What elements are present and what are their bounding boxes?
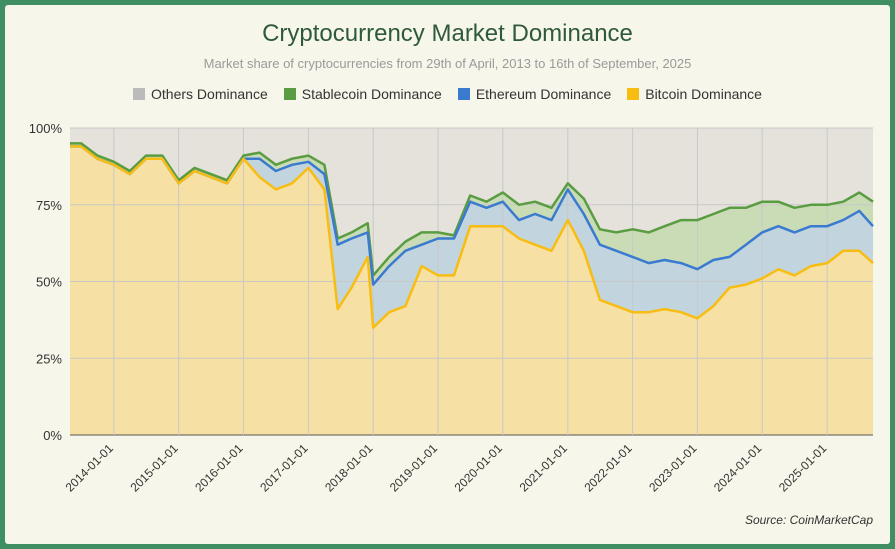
- chart-subtitle: Market share of cryptocurrencies from 29…: [203, 56, 692, 71]
- legend-label-others: Others Dominance: [151, 86, 268, 102]
- x-tick-label: 2017-01-01: [257, 441, 311, 495]
- legend-item-others[interactable]: Others Dominance: [133, 86, 268, 102]
- legend-swatch-others: [133, 88, 146, 100]
- legend-item-stablecoin[interactable]: Stablecoin Dominance: [283, 86, 442, 102]
- x-tick-label: 2020-01-01: [452, 441, 506, 495]
- x-tick-label: 2025-01-01: [776, 441, 830, 495]
- y-tick-label: 25%: [36, 351, 62, 366]
- x-tick-label: 2022-01-01: [581, 441, 635, 495]
- legend-label-ethereum: Ethereum Dominance: [475, 86, 612, 102]
- legend-label-stablecoin: Stablecoin Dominance: [301, 86, 442, 102]
- source-note: Source: CoinMarketCap: [744, 513, 873, 527]
- x-tick-label: 2024-01-01: [711, 441, 765, 495]
- line-bitcoin-dominance: [70, 145, 874, 329]
- legend-swatch-ethereum: [457, 88, 470, 100]
- x-tick-label: 2019-01-01: [387, 441, 441, 495]
- area-bitcoin-dominance: [70, 146, 873, 435]
- x-tick-label: 2015-01-01: [127, 441, 181, 495]
- legend-swatch-bitcoin: [627, 88, 640, 100]
- x-tick-label: 2014-01-01: [63, 441, 117, 495]
- legend-swatch-stablecoin: [283, 88, 296, 100]
- y-tick-label: 0%: [43, 428, 62, 443]
- chart-title: Cryptocurrency Market Dominance: [262, 20, 633, 47]
- legend-label-bitcoin: Bitcoin Dominance: [645, 86, 762, 102]
- legend-item-ethereum[interactable]: Ethereum Dominance: [457, 86, 612, 102]
- x-tick-label: 2021-01-01: [517, 441, 571, 495]
- y-tick-label: 100%: [29, 121, 63, 136]
- line-stablecoin-dominance: [70, 142, 874, 277]
- x-tick-label: 2023-01-01: [646, 441, 700, 495]
- legend-item-bitcoin[interactable]: Bitcoin Dominance: [627, 86, 762, 102]
- x-tick-label: 2016-01-01: [192, 441, 246, 495]
- y-tick-label: 75%: [36, 198, 62, 213]
- y-tick-label: 50%: [36, 275, 62, 290]
- legend: Others Dominance Stablecoin Dominance Et…: [0, 86, 895, 102]
- x-tick-label: 2018-01-01: [322, 441, 376, 495]
